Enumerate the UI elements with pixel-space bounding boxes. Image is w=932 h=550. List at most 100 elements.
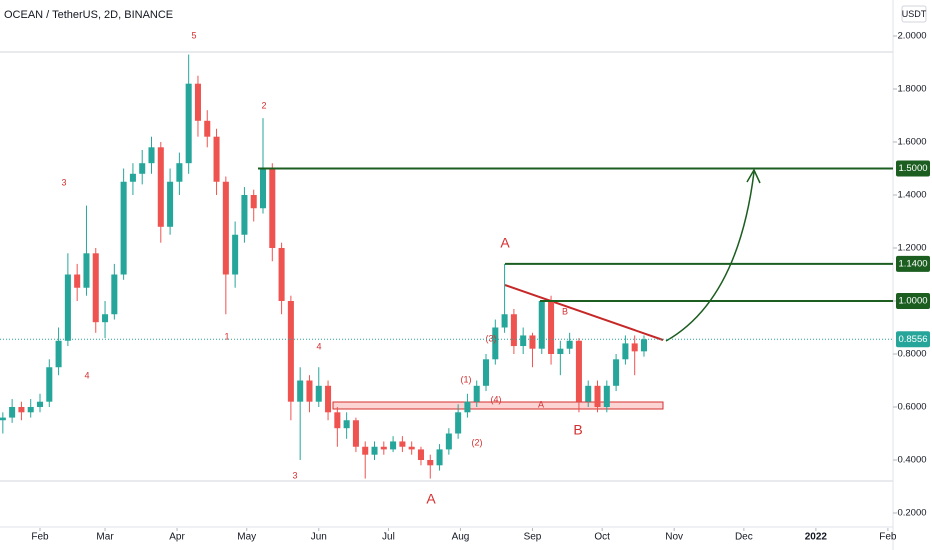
candle-body bbox=[18, 406, 25, 413]
candle-body bbox=[148, 147, 155, 164]
candle-body bbox=[250, 194, 257, 209]
x-tick-label: Sep bbox=[524, 532, 542, 543]
candle-body bbox=[55, 340, 62, 368]
chart-title: OCEAN / TetherUS, 2D, BINANCE bbox=[4, 9, 173, 21]
candle-body bbox=[287, 300, 294, 402]
candle-body bbox=[74, 274, 81, 288]
wave-label: B bbox=[562, 306, 568, 316]
y-tick-label: 0.8000 bbox=[897, 349, 926, 360]
candle-body bbox=[9, 406, 16, 418]
currency-box[interactable] bbox=[901, 5, 927, 23]
wave-label: 4 bbox=[316, 341, 321, 351]
candle-body bbox=[501, 314, 508, 328]
candle-body bbox=[102, 314, 109, 323]
wave-label: B bbox=[573, 422, 582, 438]
level-label: 1.1400 bbox=[898, 258, 927, 269]
candle-body bbox=[362, 446, 369, 455]
wave-label: A bbox=[500, 235, 510, 251]
candle-body bbox=[269, 168, 276, 248]
x-tick-label: Dec bbox=[735, 532, 753, 543]
y-tick-label: 0.6000 bbox=[897, 402, 926, 413]
x-tick-label: 2022 bbox=[805, 532, 828, 543]
candle-body bbox=[185, 83, 192, 164]
x-tick-label: Feb bbox=[879, 532, 897, 543]
level-label: 1.5000 bbox=[898, 163, 927, 174]
candle-body bbox=[585, 385, 592, 402]
candle-body bbox=[259, 168, 267, 209]
candle-body bbox=[473, 385, 480, 402]
wave-label: (3) bbox=[486, 333, 497, 343]
wave-label: 3 bbox=[61, 177, 66, 187]
candle-body bbox=[213, 136, 220, 182]
candle-body bbox=[241, 194, 248, 235]
candle-body bbox=[157, 147, 164, 227]
candle-body bbox=[371, 446, 378, 455]
candle-body bbox=[92, 253, 99, 323]
candle-body bbox=[464, 401, 471, 413]
wave-label: (2) bbox=[472, 437, 483, 447]
last-price-label: 0.8556 bbox=[898, 334, 927, 345]
x-tick-label: May bbox=[237, 532, 256, 543]
candle-body bbox=[297, 380, 304, 402]
y-tick-label: 1.4000 bbox=[897, 190, 926, 201]
x-tick-label: Nov bbox=[665, 532, 683, 543]
candle-body bbox=[129, 173, 136, 182]
wave-label: A bbox=[538, 399, 544, 409]
candle-body bbox=[510, 314, 517, 347]
candle-body bbox=[83, 253, 90, 288]
candle-body bbox=[520, 335, 527, 347]
y-tick-label: 1.2000 bbox=[897, 243, 926, 254]
candle-body bbox=[222, 181, 229, 275]
y-tick-label: 1.6000 bbox=[897, 137, 926, 148]
x-tick-label: Apr bbox=[169, 532, 185, 543]
candle-body bbox=[417, 449, 424, 460]
candle-body bbox=[380, 446, 387, 450]
y-tick-label: 1.8000 bbox=[897, 84, 926, 95]
candle-body bbox=[455, 412, 462, 434]
candle-body bbox=[640, 339, 647, 352]
candle-body bbox=[139, 163, 146, 174]
level-label-box bbox=[896, 292, 930, 309]
candle-body bbox=[204, 120, 211, 137]
wave-label: 1 bbox=[224, 331, 229, 341]
currency-label: USDT bbox=[902, 9, 927, 19]
candle-body bbox=[315, 385, 322, 402]
trendline bbox=[504, 284, 664, 341]
candle-body bbox=[622, 343, 629, 360]
candle-body bbox=[538, 300, 545, 349]
support-zone bbox=[332, 401, 664, 410]
candle-body bbox=[194, 83, 201, 121]
candle-body bbox=[594, 385, 601, 407]
candle-body bbox=[352, 420, 359, 447]
wave-label: (1) bbox=[461, 374, 472, 384]
candle-body bbox=[613, 359, 620, 386]
candle-body bbox=[232, 234, 239, 275]
wave-label: 4 bbox=[84, 370, 89, 380]
level-label-box bbox=[896, 160, 930, 177]
x-tick-label: Oct bbox=[594, 532, 610, 543]
candle-body bbox=[120, 181, 127, 275]
candle-body bbox=[176, 163, 183, 182]
wave-label: A bbox=[426, 491, 436, 507]
wave-label: (4) bbox=[491, 394, 502, 404]
candle-body bbox=[343, 420, 350, 429]
wave-label: 3 bbox=[292, 470, 297, 480]
candle-body bbox=[399, 441, 406, 447]
candle-body bbox=[427, 459, 434, 466]
level-label: 1.0000 bbox=[898, 296, 927, 307]
candle-body bbox=[278, 247, 285, 301]
candle-body bbox=[603, 385, 610, 407]
candle-body bbox=[575, 340, 582, 402]
candle-body bbox=[529, 335, 536, 349]
candle-body bbox=[566, 340, 573, 349]
candle-body bbox=[548, 300, 555, 354]
wave-label: 2 bbox=[261, 100, 266, 110]
candle-body bbox=[27, 406, 34, 413]
wave-label: 5 bbox=[191, 30, 196, 40]
x-tick-label: Aug bbox=[452, 532, 470, 543]
candle-body bbox=[482, 359, 490, 386]
candle-body bbox=[306, 380, 313, 402]
